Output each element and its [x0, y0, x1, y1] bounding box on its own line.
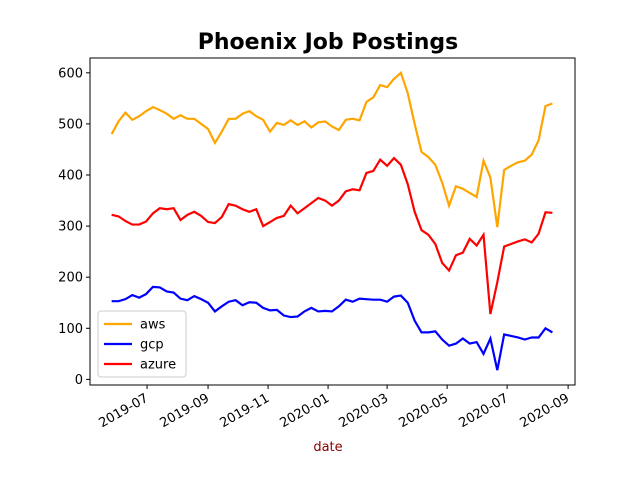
- line-series: [111, 156, 553, 315]
- y-tick-label: 100: [58, 322, 83, 337]
- legend-label: aws: [140, 318, 166, 333]
- plot-frame: [89, 57, 576, 386]
- line-series: [111, 285, 553, 371]
- y-tick-label: 600: [58, 66, 83, 81]
- y-tick-label: 300: [58, 220, 83, 235]
- legend-label: gcp: [140, 338, 164, 353]
- y-tick-label: 400: [58, 169, 83, 184]
- legend: aws gcp azure: [97, 310, 187, 378]
- legend-box: [97, 310, 187, 378]
- y-tick-label: 0: [75, 373, 83, 388]
- y-tick-label: 500: [58, 117, 83, 132]
- x-axis-label: date: [313, 440, 342, 455]
- legend-label: azure: [140, 358, 176, 373]
- chart-title: Phoenix Job Postings: [198, 30, 458, 55]
- y-tick-label: 200: [58, 271, 83, 286]
- line-series: [110, 70, 553, 228]
